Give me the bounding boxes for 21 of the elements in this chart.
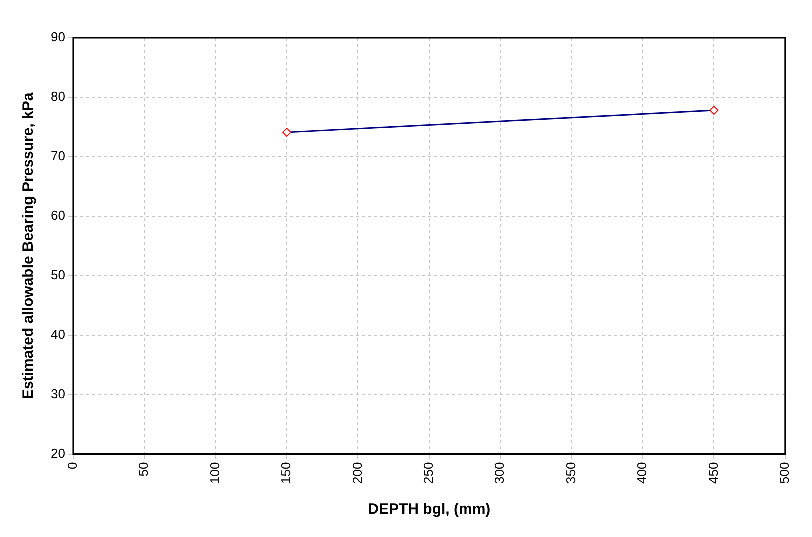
y-tick-label: 60	[50, 208, 66, 223]
x-tick-label: 100	[207, 462, 222, 484]
x-tick-label: 350	[563, 462, 578, 484]
x-tick-label: 200	[350, 462, 365, 484]
x-tick-label: 400	[634, 462, 650, 484]
x-tick-label: 450	[706, 462, 721, 484]
x-tick-label: 50	[136, 462, 152, 477]
x-tick-label: 150	[278, 462, 294, 484]
y-tick-label: 20	[50, 446, 66, 461]
x-tick-label: 250	[421, 462, 436, 484]
y-axis-title: Estimated allowable Bearing Pressure, kPa	[20, 92, 38, 400]
x-tick-label: 300	[492, 462, 508, 484]
y-tick-label: 50	[50, 267, 66, 282]
x-tick-label: 500	[776, 462, 792, 484]
y-tick-label: 30	[50, 386, 66, 402]
y-tick-label: 90	[50, 30, 66, 45]
x-tick-label: 0	[65, 462, 80, 470]
y-tick-label: 40	[50, 326, 66, 342]
y-tick-label: 70	[50, 148, 66, 164]
x-axis-title: DEPTH bgl, (mm)	[368, 501, 491, 518]
y-tick-label: 80	[50, 89, 66, 104]
